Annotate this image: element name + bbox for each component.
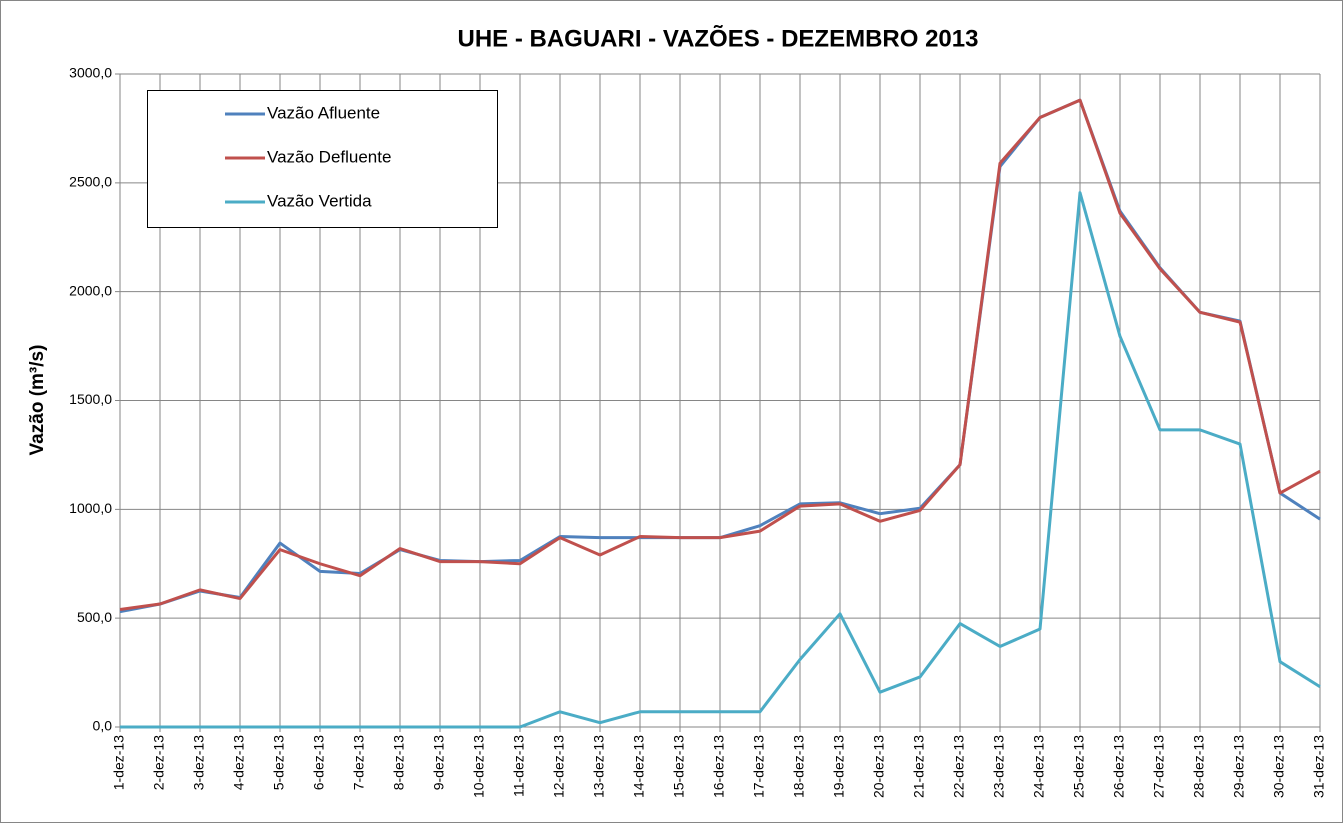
x-tick-label: 28-dez-13 bbox=[1191, 735, 1207, 798]
x-tick-label: 30-dez-13 bbox=[1271, 735, 1287, 798]
x-tick-label: 6-dez-13 bbox=[311, 735, 327, 790]
legend-label: Vazão Vertida bbox=[267, 191, 372, 210]
x-tick-label: 8-dez-13 bbox=[391, 735, 407, 790]
x-tick-label: 14-dez-13 bbox=[631, 735, 647, 798]
x-tick-label: 19-dez-13 bbox=[831, 735, 847, 798]
x-tick-label: 10-dez-13 bbox=[471, 735, 487, 798]
legend-label: Vazão Afluente bbox=[267, 103, 380, 122]
y-tick-label: 500,0 bbox=[77, 609, 112, 625]
x-tick-label: 17-dez-13 bbox=[751, 735, 767, 798]
x-tick-label: 2-dez-13 bbox=[151, 735, 167, 790]
x-tick-label: 20-dez-13 bbox=[871, 735, 887, 798]
x-tick-label: 27-dez-13 bbox=[1151, 735, 1167, 798]
x-tick-label: 21-dez-13 bbox=[911, 735, 927, 798]
x-tick-label: 4-dez-13 bbox=[231, 735, 247, 790]
x-tick-label: 7-dez-13 bbox=[351, 735, 367, 790]
y-tick-label: 2000,0 bbox=[69, 282, 112, 298]
y-tick-label: 0,0 bbox=[93, 718, 113, 734]
x-tick-label: 1-dez-13 bbox=[111, 735, 127, 790]
y-tick-label: 1000,0 bbox=[69, 500, 112, 516]
x-tick-label: 18-dez-13 bbox=[791, 735, 807, 798]
x-tick-label: 25-dez-13 bbox=[1071, 735, 1087, 798]
x-tick-label: 3-dez-13 bbox=[191, 735, 207, 790]
x-tick-label: 13-dez-13 bbox=[591, 735, 607, 798]
x-tick-label: 24-dez-13 bbox=[1031, 735, 1047, 798]
x-tick-label: 26-dez-13 bbox=[1111, 735, 1127, 798]
x-tick-label: 31-dez-13 bbox=[1311, 735, 1327, 798]
x-tick-label: 15-dez-13 bbox=[671, 735, 687, 798]
x-tick-label: 16-dez-13 bbox=[711, 735, 727, 798]
x-tick-label: 12-dez-13 bbox=[551, 735, 567, 798]
x-tick-label: 22-dez-13 bbox=[951, 735, 967, 798]
x-tick-label: 29-dez-13 bbox=[1231, 735, 1247, 798]
y-tick-label: 2500,0 bbox=[69, 174, 112, 190]
y-tick-label: 3000,0 bbox=[69, 65, 112, 81]
y-axis-label: Vazão (m³/s) bbox=[27, 345, 48, 456]
series-line bbox=[120, 191, 1321, 729]
x-tick-label: 11-dez-13 bbox=[511, 735, 527, 797]
legend-label: Vazão Defluente bbox=[267, 147, 391, 166]
x-tick-label: 5-dez-13 bbox=[271, 735, 287, 790]
x-tick-label: 9-dez-13 bbox=[431, 735, 447, 790]
legend-box bbox=[147, 90, 498, 228]
series-line bbox=[119, 98, 1321, 611]
chart-title: UHE - BAGUARI - VAZÕES - DEZEMBRO 2013 bbox=[458, 24, 979, 52]
x-tick-label: 23-dez-13 bbox=[991, 735, 1007, 798]
y-tick-label: 1500,0 bbox=[69, 391, 112, 407]
